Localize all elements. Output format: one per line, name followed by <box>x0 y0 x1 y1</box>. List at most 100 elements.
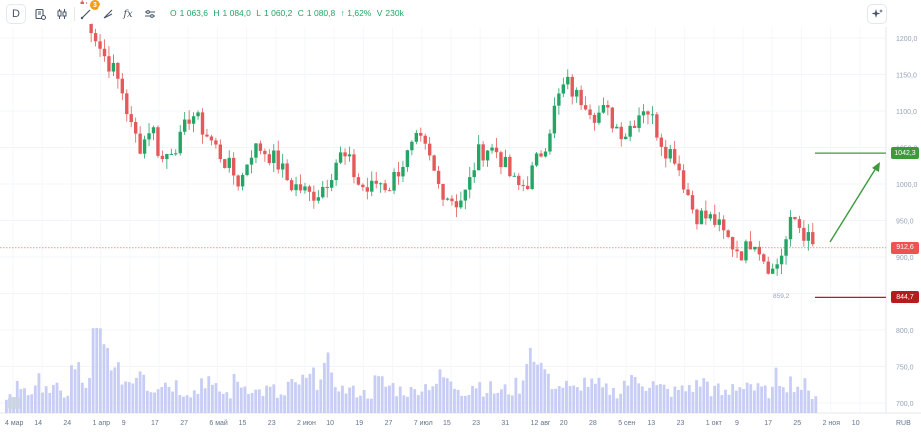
candle <box>811 222 815 247</box>
candle <box>419 127 423 142</box>
volume-bar <box>554 388 558 413</box>
volume-bar <box>532 361 536 413</box>
candle <box>191 112 196 133</box>
x-tick-label: 7 июл <box>414 420 433 427</box>
volume-bar <box>760 386 763 413</box>
volume-bar <box>243 386 247 413</box>
volume-bar <box>80 382 84 413</box>
volume-bar <box>449 381 453 413</box>
volume-bar <box>26 395 30 413</box>
candle <box>303 182 307 194</box>
candle <box>463 189 468 210</box>
candle <box>717 211 721 232</box>
candle <box>735 240 739 259</box>
volume-bar <box>471 385 474 413</box>
candle <box>779 248 784 274</box>
volume-bar <box>239 387 243 413</box>
add-indicator-icon[interactable] <box>30 4 50 24</box>
y-tick-label: 900,0 <box>896 255 914 262</box>
candle <box>378 182 383 193</box>
forecast-arrow[interactable] <box>829 167 877 243</box>
volume-bar <box>695 380 698 413</box>
volume-bar <box>247 393 250 413</box>
candle <box>343 148 347 165</box>
volume-bar <box>781 387 785 413</box>
candle <box>338 146 343 165</box>
candle <box>757 241 762 261</box>
volume-bar <box>521 380 525 413</box>
volume-bar <box>572 385 576 413</box>
volume-bar <box>467 394 471 413</box>
candle <box>450 195 454 206</box>
volume-bar <box>796 386 800 413</box>
candle <box>427 136 432 161</box>
x-tick-label: 9 <box>735 420 739 427</box>
y-tick-label: 750,0 <box>896 365 914 372</box>
interval-button[interactable]: D <box>6 4 26 24</box>
volume-bar <box>73 369 77 413</box>
volume-bar <box>174 380 178 413</box>
volume-bar <box>135 377 138 413</box>
volume-bar <box>156 389 160 413</box>
candle <box>165 153 169 169</box>
volume-bar <box>514 377 518 413</box>
candle <box>459 191 463 210</box>
candle <box>784 236 788 265</box>
volume-bar <box>687 385 691 413</box>
volume-bar <box>456 389 460 413</box>
volume-bar <box>413 389 417 413</box>
candle <box>223 158 227 169</box>
candle <box>98 34 102 57</box>
x-tick-label: 17 <box>151 420 159 427</box>
volume-bar <box>474 388 478 413</box>
volume-bar <box>698 386 702 413</box>
y-tick-label: 700,0 <box>896 401 914 408</box>
draw-tools-icon[interactable]: 3 <box>76 0 100 24</box>
volume-bar <box>612 387 615 413</box>
volume-bar <box>597 377 601 413</box>
volume-bar <box>30 394 34 413</box>
volume-bar <box>724 389 727 413</box>
candle <box>721 215 726 239</box>
x-tick-label: 2 ноя <box>823 420 841 427</box>
volume-bar <box>380 376 384 413</box>
volume-bar <box>391 383 395 413</box>
candle <box>713 204 717 228</box>
candle <box>245 164 249 177</box>
volume-bar <box>409 387 413 413</box>
fib-icon[interactable] <box>98 4 118 24</box>
x-tick-label: 1 окт <box>706 420 723 427</box>
candle <box>93 28 98 47</box>
volume-bar <box>655 385 659 413</box>
volume-bar <box>478 382 482 413</box>
volume-bar <box>131 383 135 413</box>
candle <box>218 139 223 163</box>
magic-sparkle-icon[interactable] <box>867 4 887 24</box>
function-icon[interactable]: fx <box>118 4 138 24</box>
volume-bar <box>120 384 124 413</box>
candle <box>151 125 156 141</box>
candle <box>806 224 811 251</box>
volume-bar <box>297 384 301 413</box>
volume-bar <box>153 392 156 413</box>
volume-bar <box>304 377 308 413</box>
candle <box>583 96 588 111</box>
function-label: fx <box>123 8 133 20</box>
volume-bar <box>550 389 554 413</box>
volume-bar <box>44 386 48 413</box>
volume-bar <box>272 384 276 413</box>
candles-icon[interactable] <box>52 4 72 24</box>
volume-bar <box>626 385 630 413</box>
settings-sliders-icon[interactable] <box>140 4 160 24</box>
x-tick-label: 19 <box>355 420 363 427</box>
x-tick-label: 5 сен <box>618 420 635 427</box>
volume-bar <box>575 387 579 413</box>
volume-bar <box>15 380 19 413</box>
volume-bar <box>503 384 507 413</box>
ohlc-open-label: O <box>170 8 177 18</box>
candle <box>432 154 436 171</box>
candle <box>370 171 374 197</box>
volume-bar <box>70 365 73 413</box>
x-tick-label: 28 <box>589 420 597 427</box>
